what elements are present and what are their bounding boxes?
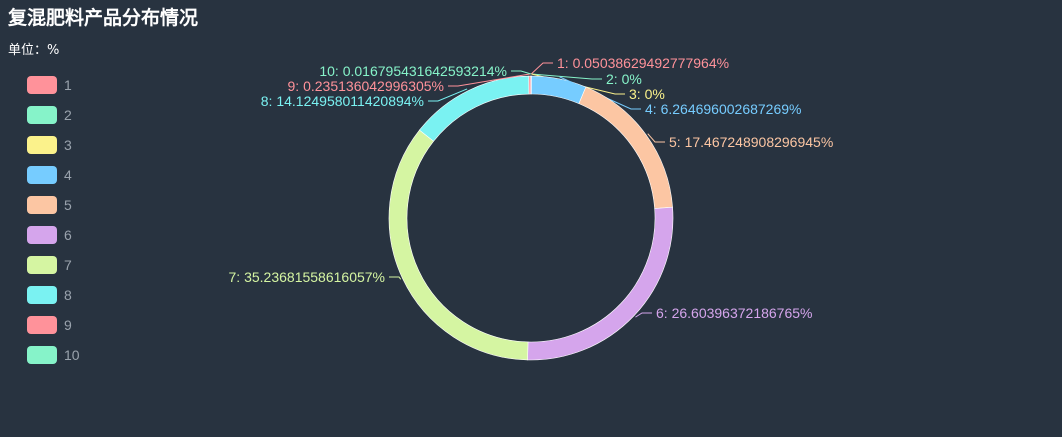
legend-item-5[interactable]: 5 xyxy=(27,190,80,220)
legend-swatch xyxy=(27,256,57,274)
legend-swatch xyxy=(27,76,57,94)
legend-item-9[interactable]: 9 xyxy=(27,310,80,340)
slice-label-3: 3: 0% xyxy=(629,86,665,102)
legend-label: 10 xyxy=(64,347,80,363)
legend-swatch xyxy=(27,346,57,364)
leader-line-4 xyxy=(559,76,641,110)
legend-swatch xyxy=(27,286,57,304)
legend-item-1[interactable]: 1 xyxy=(27,70,80,100)
legend-label: 3 xyxy=(64,137,72,153)
leader-line-2 xyxy=(531,73,602,80)
legend-label: 6 xyxy=(64,227,72,243)
legend-label: 8 xyxy=(64,287,72,303)
leader-line-7 xyxy=(389,276,402,280)
leader-line-1 xyxy=(530,62,553,75)
legend-item-10[interactable]: 10 xyxy=(27,340,80,370)
legend-swatch xyxy=(27,316,57,334)
leader-line-6 xyxy=(635,312,652,318)
legend-label: 1 xyxy=(64,77,72,93)
legend-label: 9 xyxy=(64,317,72,333)
legend-swatch xyxy=(27,196,57,214)
legend-swatch xyxy=(27,136,57,154)
legend-item-6[interactable]: 6 xyxy=(27,220,80,250)
legend-label: 2 xyxy=(64,107,72,123)
legend: 1 2 3 4 5 6 7 8 9 10 xyxy=(27,70,80,370)
slice-label-10: 10: 0.016795431642593214% xyxy=(319,63,507,79)
slice-label-5: 5: 17.467248908296945% xyxy=(669,134,833,150)
legend-item-2[interactable]: 2 xyxy=(27,100,80,130)
legend-item-3[interactable]: 3 xyxy=(27,130,80,160)
slice-label-6: 6: 26.60396372186765% xyxy=(656,305,812,321)
leader-line-8 xyxy=(428,88,468,102)
legend-swatch xyxy=(27,166,57,184)
chart-title: 复混肥料产品分布情况 xyxy=(8,7,199,29)
legend-item-8[interactable]: 8 xyxy=(27,280,80,310)
unit-label: 单位：% xyxy=(8,43,60,58)
slice-label-2: 2: 0% xyxy=(606,71,642,87)
leader-line-10 xyxy=(511,70,532,75)
slice-7[interactable] xyxy=(388,129,529,361)
slice-label-8: 8: 14.124958011420894% xyxy=(261,93,424,109)
legend-swatch xyxy=(27,106,57,124)
legend-label: 7 xyxy=(64,257,72,273)
legend-item-4[interactable]: 4 xyxy=(27,160,80,190)
leader-line-5 xyxy=(647,133,665,143)
slice-label-4: 4: 6.264696002687269% xyxy=(645,101,801,117)
slice-4[interactable] xyxy=(531,75,587,105)
legend-swatch xyxy=(27,226,57,244)
leader-line-9 xyxy=(448,73,530,87)
legend-item-7[interactable]: 7 xyxy=(27,250,80,280)
legend-label: 4 xyxy=(64,167,72,183)
slice-label-1: 1: 0.05038629492777964% xyxy=(557,55,729,71)
legend-label: 5 xyxy=(64,197,72,213)
slice-label-7: 7: 35.23681558616057% xyxy=(229,269,385,285)
slice-6[interactable] xyxy=(527,206,674,361)
slice-9[interactable] xyxy=(528,75,532,95)
slice-label-9: 9: 0.235136042996305% xyxy=(288,78,444,94)
